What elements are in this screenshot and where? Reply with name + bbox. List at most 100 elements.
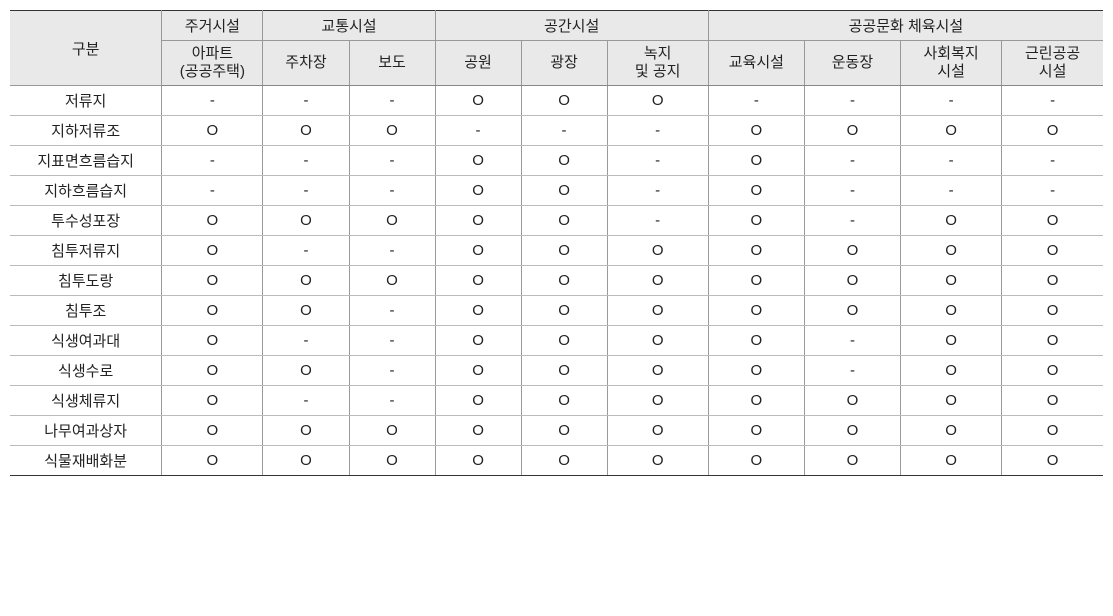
cell: O xyxy=(708,356,804,386)
cell: O xyxy=(263,356,349,386)
sub-header: 녹지및 공지 xyxy=(607,41,708,86)
cell: O xyxy=(162,206,263,236)
cell: O xyxy=(435,446,521,476)
row-label: 침투도랑 xyxy=(10,266,162,296)
sub-header: 운동장 xyxy=(804,41,900,86)
table-row: 지하흐름습지---OO-O--- xyxy=(10,176,1103,206)
cell: O xyxy=(901,236,1002,266)
cell: O xyxy=(1002,416,1103,446)
table-row: 식생수로OO-OOOO-OO xyxy=(10,356,1103,386)
sub-header: 보도 xyxy=(349,41,435,86)
cell: O xyxy=(1002,356,1103,386)
cell: O xyxy=(804,446,900,476)
cell: - xyxy=(804,176,900,206)
cell: O xyxy=(435,356,521,386)
cell: O xyxy=(263,296,349,326)
cell: O xyxy=(521,356,607,386)
cell: - xyxy=(804,86,900,116)
cell: O xyxy=(521,266,607,296)
cell: O xyxy=(804,386,900,416)
cell: O xyxy=(1002,296,1103,326)
cell: O xyxy=(708,146,804,176)
table-row: 침투도랑OOOOOOOOOO xyxy=(10,266,1103,296)
cell: O xyxy=(708,206,804,236)
cell: O xyxy=(708,416,804,446)
cell: O xyxy=(804,266,900,296)
row-label: 침투조 xyxy=(10,296,162,326)
cell: O xyxy=(349,266,435,296)
cell: O xyxy=(708,296,804,326)
cell: - xyxy=(263,176,349,206)
cell: O xyxy=(607,386,708,416)
cell: O xyxy=(349,206,435,236)
table-row: 침투저류지O--OOOOOOO xyxy=(10,236,1103,266)
cell: - xyxy=(521,116,607,146)
table-body: 저류지---OOO----지하저류조OOO---OOOO지표면흐름습지---OO… xyxy=(10,86,1103,476)
cell: - xyxy=(349,86,435,116)
cell: O xyxy=(162,446,263,476)
row-label: 식생여과대 xyxy=(10,326,162,356)
cell: - xyxy=(901,176,1002,206)
cell: O xyxy=(162,266,263,296)
cell: O xyxy=(1002,116,1103,146)
cell: - xyxy=(1002,86,1103,116)
cell: - xyxy=(162,176,263,206)
cell: - xyxy=(263,236,349,266)
row-label: 지하저류조 xyxy=(10,116,162,146)
cell: - xyxy=(263,326,349,356)
cell: - xyxy=(349,146,435,176)
cell: O xyxy=(162,386,263,416)
row-label: 지표면흐름습지 xyxy=(10,146,162,176)
cell: - xyxy=(804,146,900,176)
cell: - xyxy=(804,206,900,236)
cell: - xyxy=(162,146,263,176)
cell: O xyxy=(607,356,708,386)
sub-header: 광장 xyxy=(521,41,607,86)
sub-header: 교육시설 xyxy=(708,41,804,86)
cell: O xyxy=(1002,236,1103,266)
cell: O xyxy=(435,326,521,356)
cell: O xyxy=(435,176,521,206)
row-label: 저류지 xyxy=(10,86,162,116)
cell: O xyxy=(349,446,435,476)
cell: O xyxy=(901,446,1002,476)
cell: - xyxy=(708,86,804,116)
cell: - xyxy=(162,86,263,116)
cell: O xyxy=(1002,266,1103,296)
cell: O xyxy=(708,446,804,476)
cell: O xyxy=(435,266,521,296)
cell: O xyxy=(263,206,349,236)
row-label: 식생체류지 xyxy=(10,386,162,416)
group-header: 교통시설 xyxy=(263,11,435,41)
group-header: 공공문화 체육시설 xyxy=(708,11,1103,41)
cell: - xyxy=(263,386,349,416)
table-row: 투수성포장OOOOO-O-OO xyxy=(10,206,1103,236)
cell: O xyxy=(708,176,804,206)
table-row: 침투조OO-OOOOOOO xyxy=(10,296,1103,326)
cell: O xyxy=(162,236,263,266)
cell: O xyxy=(162,356,263,386)
cell: O xyxy=(1002,326,1103,356)
cell: - xyxy=(349,176,435,206)
cell: O xyxy=(804,116,900,146)
cell: O xyxy=(521,236,607,266)
row-label: 지하흐름습지 xyxy=(10,176,162,206)
cell: O xyxy=(901,356,1002,386)
cell: O xyxy=(607,326,708,356)
cell: O xyxy=(521,326,607,356)
group-header: 주거시설 xyxy=(162,11,263,41)
cell: O xyxy=(901,296,1002,326)
cell: O xyxy=(521,296,607,326)
cell: O xyxy=(521,416,607,446)
row-label: 침투저류지 xyxy=(10,236,162,266)
cell: O xyxy=(263,266,349,296)
cell: O xyxy=(804,236,900,266)
cell: - xyxy=(901,86,1002,116)
cell: O xyxy=(804,296,900,326)
table-row: 식생여과대O--OOOO-OO xyxy=(10,326,1103,356)
cell: - xyxy=(349,386,435,416)
cell: O xyxy=(1002,386,1103,416)
cell: O xyxy=(162,416,263,446)
cell: O xyxy=(435,386,521,416)
cell: O xyxy=(901,116,1002,146)
